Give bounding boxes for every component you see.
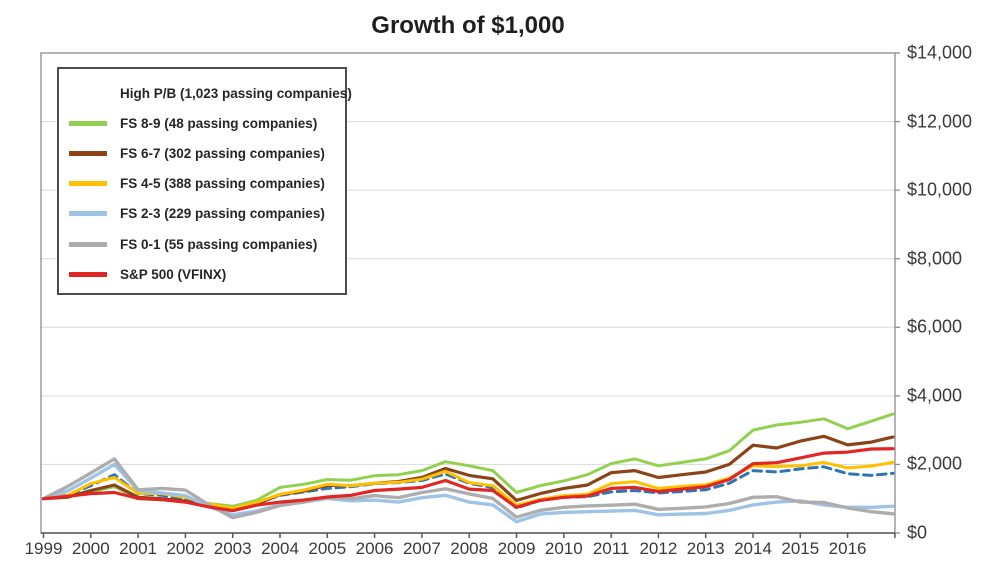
chart-line-0 <box>42 465 895 512</box>
x-axis-tick-label: 2004 <box>261 539 299 558</box>
legend-dashed-line-swatch <box>69 91 107 96</box>
y-axis-tick-label: $14,000 <box>907 42 973 63</box>
x-axis-tick-label: 2011 <box>592 539 630 558</box>
legend-label: FS 4-5 (388 passing companies) <box>120 176 325 192</box>
x-axis-tick-label: 2008 <box>450 539 489 558</box>
legend-line-swatch <box>69 241 107 247</box>
legend-label: FS 8-9 (48 passing companies) <box>120 115 318 131</box>
x-axis-tick-label: 2005 <box>308 539 347 558</box>
legend-item: FS 0-1 (55 passing companies) <box>59 229 345 259</box>
chart-line-5 <box>41 457 895 520</box>
legend-item: FS 4-5 (388 passing companies) <box>59 169 345 199</box>
legend-line-swatch <box>69 181 107 187</box>
legend-item: High P/B (1,023 passing companies) <box>59 78 352 108</box>
y-axis-tick-label: $4,000 <box>907 385 963 406</box>
x-axis-tick-label: 2002 <box>166 539 205 558</box>
x-axis-tick-label: 2003 <box>213 539 252 558</box>
y-axis-tick-label: $2,000 <box>907 453 963 474</box>
chart-line-4 <box>41 462 895 524</box>
legend-label: FS 0-1 (55 passing companies) <box>120 236 318 252</box>
legend-line-swatch <box>69 271 107 277</box>
x-axis-tick-label: 2006 <box>355 539 394 558</box>
x-axis-tick-label: 2014 <box>734 539 772 558</box>
y-axis-tick-label: $6,000 <box>907 316 963 337</box>
legend-label: High P/B (1,023 passing companies) <box>120 85 352 101</box>
x-axis-tick-label: 2010 <box>544 539 583 558</box>
legend-item: S&P 500 (VFINX) <box>59 259 345 289</box>
x-axis-tick-label: 2001 <box>119 539 158 558</box>
x-axis-tick-label: 2013 <box>686 539 725 558</box>
x-axis-tick-label: 2000 <box>71 539 110 558</box>
x-axis-tick-label: 2012 <box>639 539 678 558</box>
legend-line-swatch <box>69 211 107 217</box>
x-axis-tick-label: 2016 <box>828 539 867 558</box>
legend-line-swatch <box>69 120 107 126</box>
chart-line-6 <box>41 447 895 513</box>
y-axis-tick-label: $10,000 <box>907 179 973 200</box>
x-axis-tick-label: 2009 <box>497 539 536 558</box>
legend-line-swatch <box>69 150 107 156</box>
legend-label: FS 2-3 (229 passing companies) <box>120 206 325 222</box>
y-axis-tick-label: $12,000 <box>907 111 973 132</box>
x-axis-tick-label: 2007 <box>402 539 441 558</box>
legend: High P/B (1,023 passing companies) FS 8-9… <box>57 67 352 295</box>
legend-item: FS 2-3 (229 passing companies) <box>59 199 345 229</box>
y-axis-tick-label: $0 <box>907 522 928 543</box>
x-axis-tick-label: 1999 <box>24 539 63 558</box>
x-axis-tick-label: 2015 <box>781 539 820 558</box>
legend-label: FS 6-7 (302 passing companies) <box>120 145 325 161</box>
legend-item: FS 8-9 (48 passing companies) <box>59 108 345 138</box>
legend-item: FS 6-7 (302 passing companies) <box>59 138 345 168</box>
y-axis-tick-label: $8,000 <box>907 248 963 269</box>
chart-title: Growth of $1,000 <box>371 12 565 39</box>
legend-label: S&P 500 (VFINX) <box>120 266 227 282</box>
